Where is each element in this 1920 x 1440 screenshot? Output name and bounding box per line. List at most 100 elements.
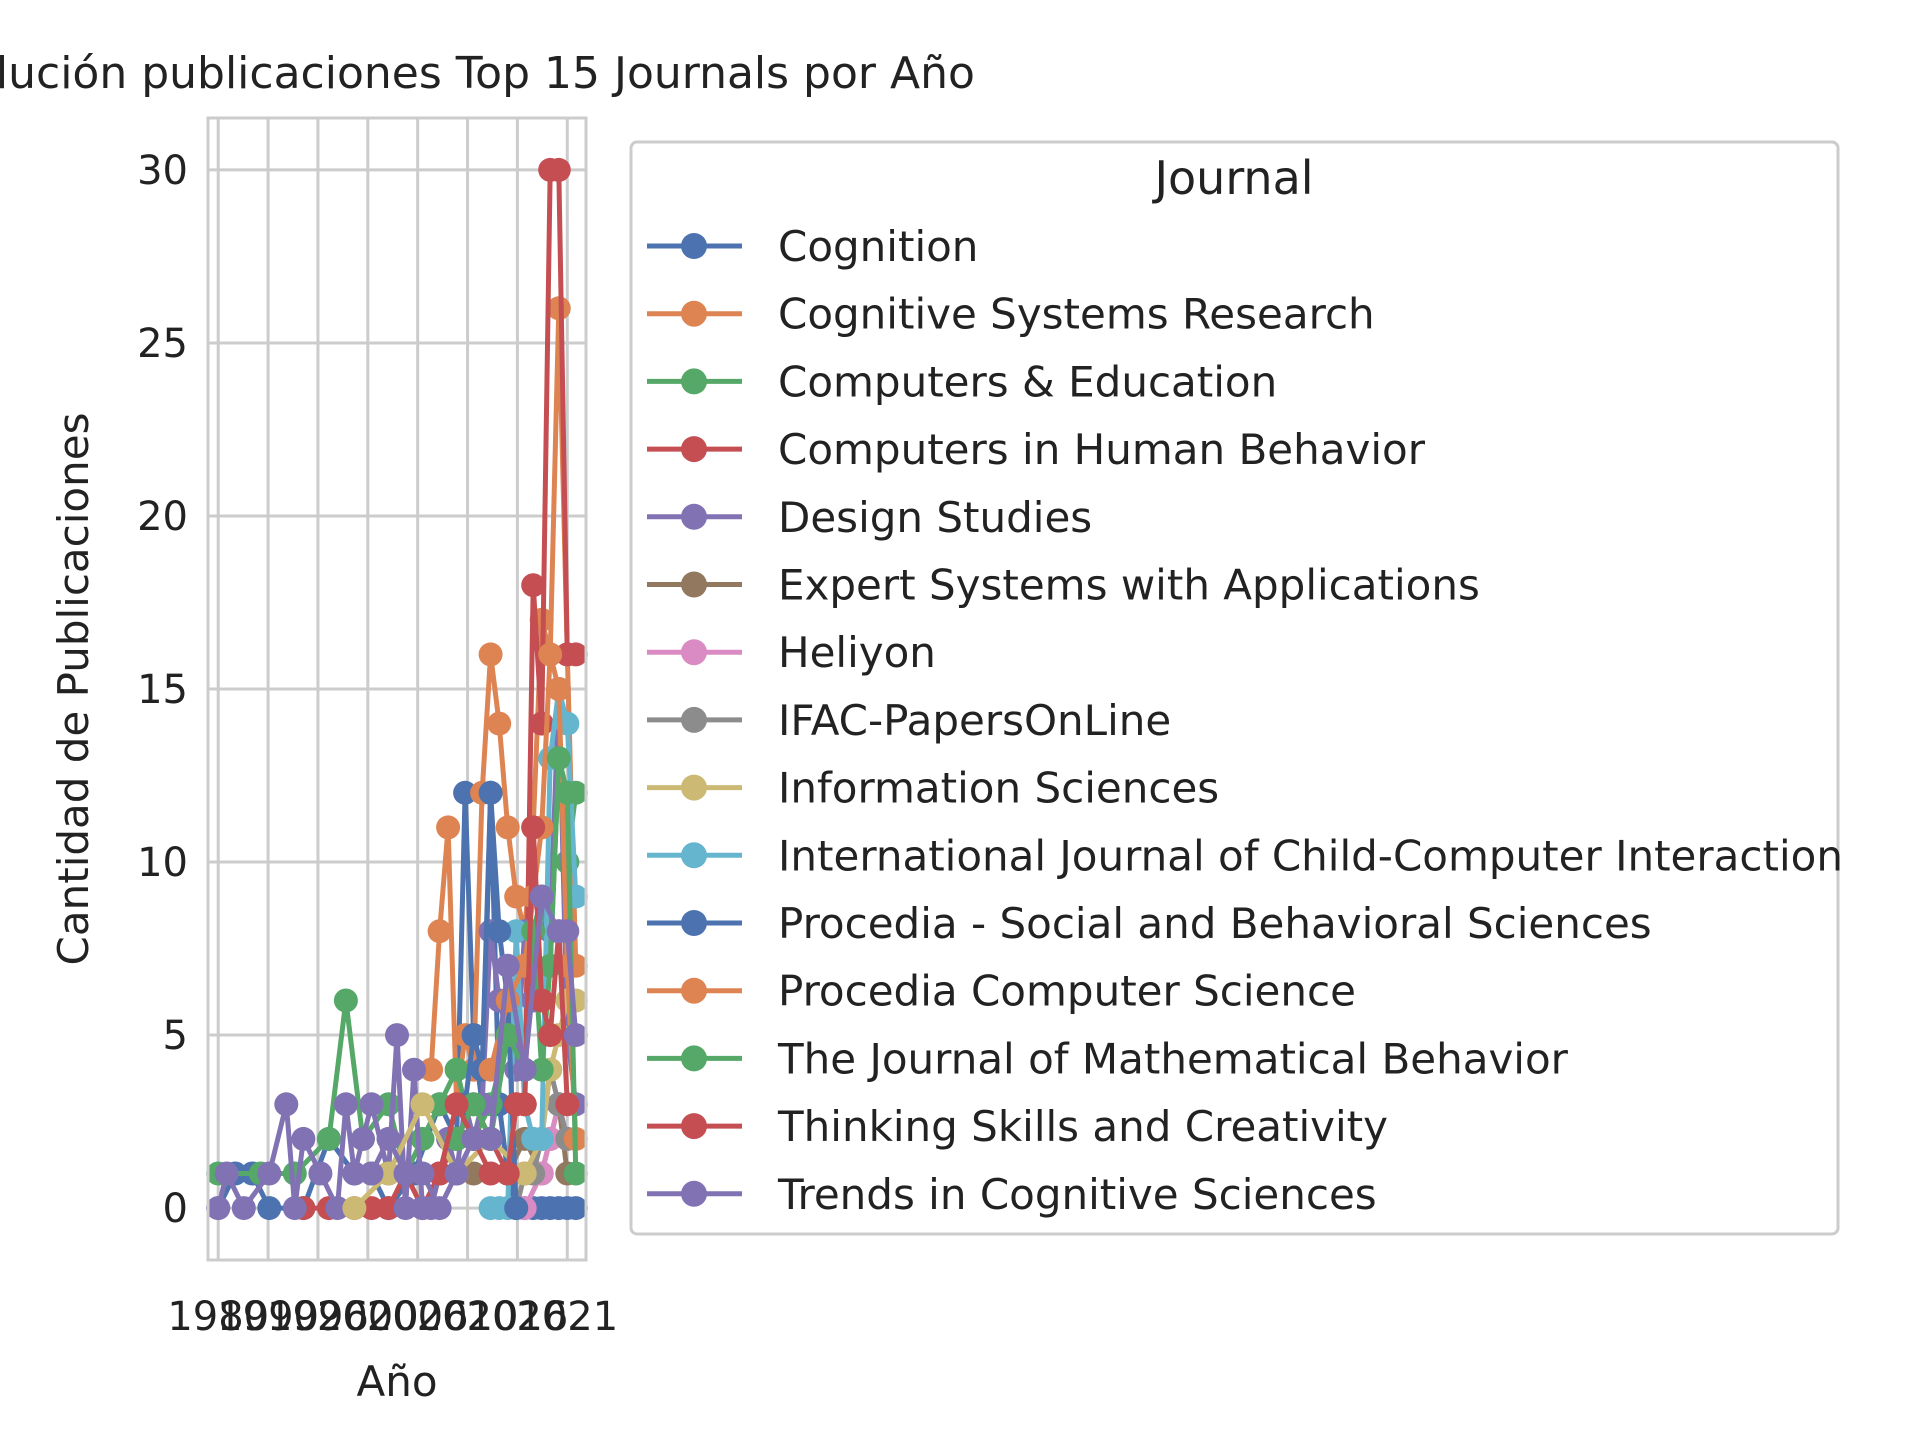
legend-label: Thinking Skills and Creativity bbox=[777, 1102, 1388, 1151]
legend-marker bbox=[681, 842, 707, 869]
data-point bbox=[529, 1126, 554, 1151]
data-point bbox=[350, 1126, 375, 1151]
data-point bbox=[291, 1126, 316, 1151]
legend-item: Trends in Cognitive Sciences bbox=[647, 1170, 1377, 1219]
data-point bbox=[555, 1092, 580, 1117]
data-point bbox=[444, 1092, 469, 1117]
data-point bbox=[529, 988, 554, 1013]
legend-label: Design Studies bbox=[778, 493, 1092, 542]
legend-label: Trends in Cognitive Sciences bbox=[777, 1170, 1377, 1219]
data-point bbox=[316, 1126, 341, 1151]
data-point bbox=[504, 919, 529, 944]
data-point bbox=[563, 1161, 588, 1186]
data-point bbox=[342, 1161, 367, 1186]
data-point bbox=[487, 711, 512, 736]
legend-item: The Journal of Mathematical Behavior bbox=[647, 1034, 1569, 1083]
data-point bbox=[376, 1126, 401, 1151]
y-tick-label: 5 bbox=[163, 1013, 188, 1059]
legend-items: Cognition Cognitive Systems Research Compu… bbox=[647, 222, 1843, 1219]
data-point bbox=[453, 780, 478, 805]
legend-title: Journal bbox=[1151, 151, 1313, 205]
data-point bbox=[495, 953, 520, 978]
legend-item: Expert Systems with Applications bbox=[647, 561, 1480, 610]
data-point bbox=[478, 1161, 503, 1186]
data-point bbox=[274, 1092, 299, 1117]
data-point bbox=[495, 815, 520, 840]
data-point bbox=[529, 1057, 554, 1082]
data-point bbox=[419, 1057, 444, 1082]
data-point bbox=[427, 1092, 452, 1117]
data-point bbox=[461, 1161, 486, 1186]
data-point bbox=[342, 1196, 367, 1221]
data-point bbox=[538, 642, 563, 667]
series-15 bbox=[359, 884, 588, 1221]
data-point bbox=[325, 1196, 350, 1221]
data-point bbox=[461, 1023, 486, 1048]
legend-marker bbox=[681, 774, 707, 801]
data-point bbox=[563, 1196, 588, 1221]
legend-label: Expert Systems with Applications bbox=[778, 561, 1480, 610]
plot-frame bbox=[206, 116, 588, 1262]
y-tick-label: 25 bbox=[137, 321, 188, 367]
data-point bbox=[385, 1023, 409, 1048]
legend-label: Cognitive Systems Research bbox=[778, 290, 1375, 339]
data-point bbox=[231, 1196, 256, 1221]
data-point bbox=[478, 780, 503, 805]
legend-label: Information Sciences bbox=[778, 764, 1219, 813]
data-point bbox=[529, 884, 554, 909]
data-point bbox=[563, 642, 588, 667]
legend-marker bbox=[681, 910, 707, 936]
legend-label: Computers & Education bbox=[778, 357, 1277, 406]
legend-item: Cognition bbox=[647, 222, 978, 271]
data-point bbox=[410, 1092, 435, 1117]
legend-item: International Journal of Child-Computer … bbox=[647, 831, 1843, 880]
legend-marker bbox=[681, 300, 707, 327]
legend-item: Cognitive Systems Research bbox=[647, 290, 1375, 339]
x-tick-label: 2010 bbox=[417, 1294, 519, 1340]
chart-title: Evolución publicaciones Top 15 Journals … bbox=[0, 48, 975, 99]
data-point bbox=[512, 1057, 537, 1082]
legend-item: Procedia - Social and Behavioral Science… bbox=[647, 899, 1652, 948]
legend-label: Computers in Human Behavior bbox=[778, 425, 1426, 474]
legend-frame bbox=[629, 140, 1840, 1236]
data-point bbox=[504, 1196, 529, 1221]
legend-item: Heliyon bbox=[647, 628, 936, 677]
legend-marker bbox=[681, 639, 707, 666]
data-point bbox=[555, 780, 580, 805]
data-point bbox=[478, 1126, 503, 1151]
data-point bbox=[427, 1196, 452, 1221]
y-tick-label: 10 bbox=[137, 840, 188, 886]
data-point bbox=[393, 1161, 418, 1186]
data-point bbox=[529, 711, 554, 736]
legend-label: Procedia - Social and Behavioral Science… bbox=[778, 899, 1652, 948]
y-tick-labels: 0 5 10 15 20 25 30 bbox=[137, 148, 188, 1232]
plot-series bbox=[206, 157, 588, 1221]
legend-label: Procedia Computer Science bbox=[778, 967, 1356, 1016]
data-point bbox=[461, 1126, 486, 1151]
data-point bbox=[444, 1161, 469, 1186]
legend-item: Procedia Computer Science bbox=[647, 967, 1356, 1016]
legend-marker bbox=[681, 503, 707, 530]
data-point bbox=[214, 1161, 239, 1186]
data-point bbox=[359, 1161, 384, 1186]
data-point bbox=[461, 1092, 486, 1117]
data-point bbox=[444, 1057, 469, 1082]
data-point bbox=[487, 919, 512, 944]
data-point bbox=[333, 988, 358, 1013]
data-point bbox=[546, 157, 571, 182]
x-tick-label: 1990 bbox=[217, 1294, 319, 1340]
data-point bbox=[521, 815, 546, 840]
x-tick-label: 2016 bbox=[467, 1294, 569, 1340]
legend-marker bbox=[681, 436, 707, 463]
data-point bbox=[436, 815, 461, 840]
data-point bbox=[563, 1023, 588, 1048]
legend-item: Information Sciences bbox=[647, 764, 1219, 813]
data-point bbox=[333, 1092, 358, 1117]
data-point bbox=[538, 1023, 563, 1048]
data-point bbox=[393, 1196, 418, 1221]
data-point bbox=[376, 1196, 401, 1221]
data-point bbox=[359, 1092, 384, 1117]
legend-label: IFAC-PapersOnLine bbox=[778, 696, 1171, 745]
x-tick-label: 2006 bbox=[367, 1294, 469, 1340]
